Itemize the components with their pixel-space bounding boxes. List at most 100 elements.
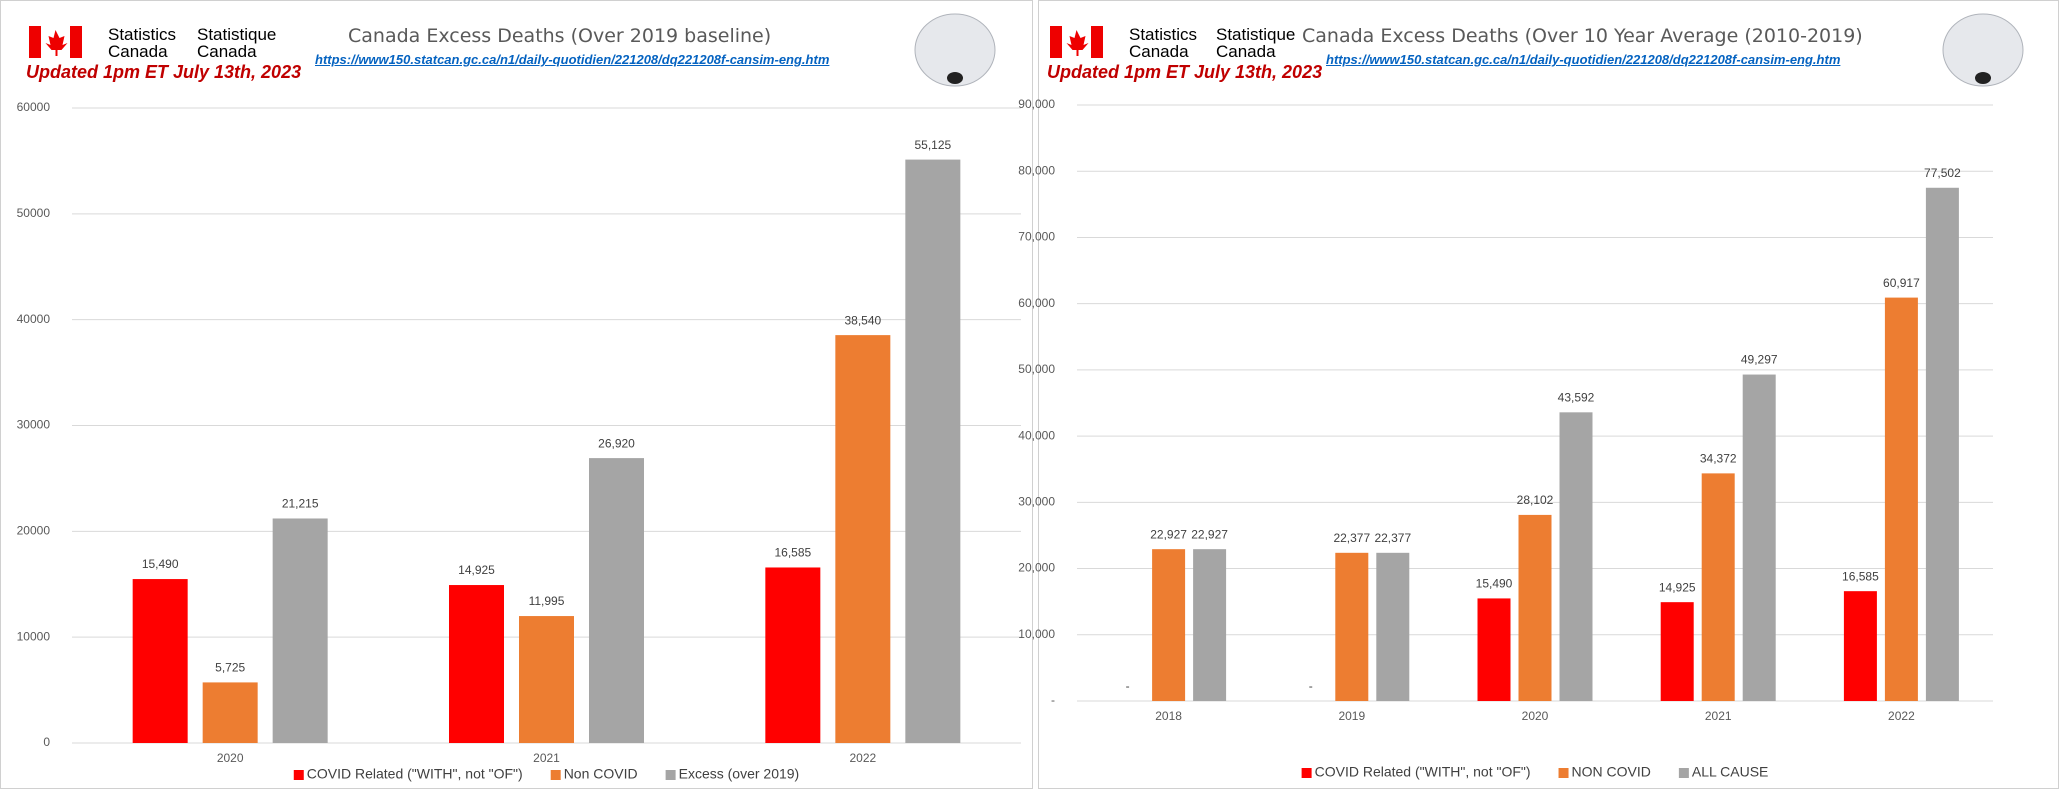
y-tick-label: - [1051,693,1055,707]
bar [1742,374,1776,701]
data-label: 16,585 [774,546,811,560]
legend-swatch [1678,768,1689,778]
data-label: 26,920 [598,436,635,450]
legend-swatch [1558,768,1569,778]
agency-fr: Statistique Canada [197,25,277,61]
bar [132,579,188,743]
data-label: 55,125 [914,138,951,152]
agency-fr: Statistique Canada [1216,25,1296,61]
legend-label: COVID Related ("WITH", not "OF") [1315,764,1531,780]
data-label: 22,377 [1374,531,1411,545]
x-tick-label: 2018 [1155,709,1182,723]
data-label: - [1309,679,1313,693]
legend-label: NON COVID [1572,764,1651,780]
bar [1477,598,1511,701]
bar [1843,591,1877,701]
y-tick-label: 20,000 [1018,561,1055,575]
updated-note: Updated 1pm ET July 13th, 2023 [26,62,302,82]
legend-label: COVID Related ("WITH", not "OF") [307,766,523,782]
legend-label: Excess (over 2019) [679,766,800,782]
data-label: 16,585 [1842,569,1879,583]
y-tick-label: 20000 [17,524,51,538]
updated-note: Updated 1pm ET July 13th, 2023 [1047,62,1323,82]
y-tick-label: 10000 [17,629,51,643]
x-tick-label: 2019 [1338,709,1365,723]
bar [1518,514,1552,701]
source-link[interactable]: https://www150.statcan.gc.ca/n1/daily-qu… [1326,52,1841,67]
bar [1925,187,1959,701]
data-label: 14,925 [1659,580,1696,594]
data-label: 28,102 [1517,493,1554,507]
bar [1376,552,1410,701]
data-label: 38,540 [844,313,881,327]
y-tick-label: 90,000 [1018,97,1055,111]
data-label: - [1126,679,1130,693]
agency-en: Statistics Canada [1129,25,1198,61]
legend-swatch [665,770,676,780]
source-link[interactable]: https://www150.statcan.gc.ca/n1/daily-qu… [315,52,830,67]
y-tick-label: 40,000 [1018,428,1055,442]
data-label: 14,925 [458,563,495,577]
bar [449,585,504,743]
y-tick-label: 60000 [17,100,51,114]
legend: COVID Related ("WITH", not "OF") NON COVI… [1301,764,1769,780]
data-label: 21,215 [282,497,319,511]
data-label: 11,995 [529,594,565,608]
bar [905,159,961,743]
flag-bar [70,26,82,58]
data-label: 77,502 [1924,166,1961,180]
y-tick-label: 30,000 [1018,495,1055,509]
bar [1660,602,1694,701]
flag-bar [1050,26,1062,58]
data-label: 34,372 [1700,452,1737,466]
bar [765,567,821,743]
bar [519,616,574,743]
logo [914,13,996,87]
legend-label: ALL CAUSE [1692,764,1769,780]
y-tick-label: 30000 [17,418,51,432]
legend: COVID Related ("WITH", not "OF") Non COVI… [293,766,800,782]
flag-bar [1091,26,1103,58]
data-label: 15,490 [1476,577,1513,591]
data-label: 60,917 [1883,276,1920,290]
flag-bar [29,26,41,58]
bar [1335,552,1369,701]
y-tick-label: 80,000 [1018,163,1055,177]
bar [1884,297,1918,701]
bar [589,458,644,743]
y-tick-label: 50000 [17,206,51,220]
x-tick-label: 2020 [1522,709,1549,723]
bar [202,682,258,743]
chart-title: Canada Excess Deaths (Over 2019 baseline… [348,25,772,47]
legend-swatch [550,770,561,780]
data-label: 22,927 [1150,527,1187,541]
legend-swatch [1301,768,1312,778]
bar [1559,412,1593,701]
flag-leaf [1066,30,1089,56]
y-tick-label: 0 [43,735,50,749]
data-label: 22,377 [1333,531,1370,545]
bar [272,518,328,743]
x-tick-label: 2022 [849,751,876,765]
logo [1942,13,2024,87]
bar [1193,549,1227,701]
x-tick-label: 2020 [217,751,244,765]
data-label: 5,725 [215,661,245,675]
logo-paw [947,72,963,84]
y-tick-label: 70,000 [1018,230,1055,244]
data-label: 15,490 [142,557,179,571]
agency-en: Statistics Canada [108,25,177,61]
chart-title: Canada Excess Deaths (Over 10 Year Avera… [1302,25,1863,47]
x-tick-label: 2022 [1888,709,1915,723]
x-tick-label: 2021 [533,751,560,765]
y-tick-label: 50,000 [1018,362,1055,376]
legend-label: Non COVID [564,766,638,782]
logo-paw [1975,72,1991,84]
legend-swatch [293,770,304,780]
flag-leaf [45,30,68,56]
y-tick-label: 60,000 [1018,296,1055,310]
bar [1152,549,1186,701]
data-label: 22,927 [1191,527,1228,541]
